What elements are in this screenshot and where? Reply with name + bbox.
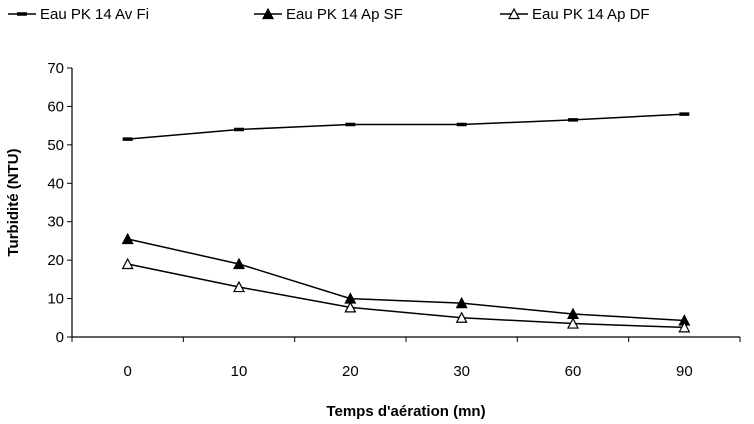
y-tick-label: 50 (47, 137, 64, 154)
x-axis-title: Temps d'aération (mn) (326, 403, 485, 420)
y-tick-label: 10 (47, 291, 64, 308)
series-1 (122, 112, 690, 141)
y-axis-ticks: 0 10 20 30 40 50 60 70 (47, 60, 72, 346)
x-tick-label: 10 (231, 363, 248, 380)
series-group (121, 112, 691, 333)
y-tick-label: 40 (47, 175, 64, 192)
y-tick-label: 70 (47, 60, 64, 77)
legend-label: Eau PK 14 Ap DF (532, 6, 650, 23)
y-tick-label: 0 (56, 329, 64, 346)
legend-label: Eau PK 14 Ap SF (286, 6, 403, 23)
series-line (127, 263, 685, 329)
x-tick-label: 20 (342, 363, 359, 380)
legend-item: Eau PK 14 Av Fi (8, 6, 149, 23)
series-2 (121, 232, 691, 326)
legend: Eau PK 14 Av Fi Eau PK 14 Ap SF Eau PK 14 … (8, 6, 650, 23)
data-point (233, 257, 245, 270)
data-point (455, 311, 468, 323)
legend-marker (262, 7, 274, 20)
data-point (567, 317, 579, 329)
data-point (678, 321, 691, 333)
legend-item: Eau PK 14 Ap DF (500, 6, 650, 23)
data-point (455, 296, 468, 309)
series-line (127, 113, 685, 140)
x-tick-label: 0 (123, 363, 131, 380)
data-point (121, 232, 134, 245)
legend-label: Eau PK 14 Av Fi (40, 6, 149, 23)
legend-item: Eau PK 14 Ap SF (254, 6, 403, 23)
series-line (127, 238, 685, 322)
data-point (344, 301, 357, 313)
data-point (121, 257, 134, 270)
x-tick-label: 90 (676, 363, 693, 380)
y-axis-title: Turbidité (NTU) (5, 148, 22, 256)
y-tick-label: 20 (47, 252, 64, 269)
data-point (233, 280, 245, 293)
legend-marker (508, 7, 520, 20)
y-tick-label: 30 (47, 214, 64, 231)
x-tick-label: 30 (453, 363, 470, 380)
series-3 (121, 257, 691, 333)
x-axis-ticks: 0 10 20 30 60 90 (71, 337, 741, 380)
y-tick-label: 60 (47, 98, 64, 115)
axes (71, 68, 740, 338)
x-tick-label: 60 (565, 363, 582, 380)
